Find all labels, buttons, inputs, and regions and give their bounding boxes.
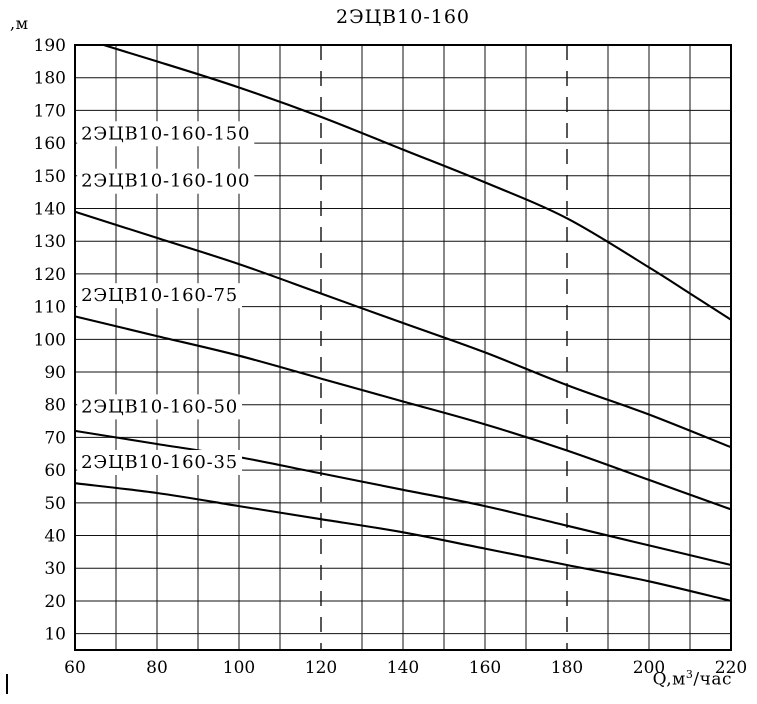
y-tick-label: 190 (34, 36, 66, 56)
y-tick-label: 170 (34, 101, 66, 121)
x-tick-label: 80 (146, 658, 168, 678)
curve-label: 2ЭЦВ10-160-100 (81, 171, 250, 192)
y-tick-label: 60 (44, 461, 66, 481)
y-tick-label: 40 (44, 527, 66, 547)
y-tick-label: 70 (44, 428, 66, 448)
y-tick-label: 130 (34, 232, 66, 252)
x-tick-label: 120 (305, 658, 337, 678)
x-tick-label: 220 (715, 658, 747, 678)
y-axis-unit-label: ,м (10, 14, 29, 33)
pump-curve-2ЭЦВ10-160-35 (73, 482, 733, 602)
x-tick-label: 180 (551, 658, 583, 678)
x-tick-label: 160 (469, 658, 501, 678)
plot-border (74, 44, 732, 651)
y-tick-label: 10 (44, 625, 66, 645)
curve-label: 2ЭЦВ10-160-75 (81, 285, 238, 306)
chart-title: 2ЭЦВ10-160 (335, 6, 471, 28)
curve-label: 2ЭЦВ10-160-35 (81, 452, 238, 473)
y-tick-label: 30 (44, 559, 66, 579)
curve-label-group: 2ЭЦВ10-160-75 (77, 283, 243, 309)
x-axis-label-suffix: /час (693, 669, 732, 690)
y-tick-label: 80 (44, 396, 66, 416)
curve-label-group: 2ЭЦВ10-160-100 (77, 168, 255, 194)
y-tick-label: 160 (34, 134, 66, 154)
pump-curve-2ЭЦВ10-160-150 (102, 43, 733, 321)
page-edge-mark (6, 674, 8, 694)
pump-curve-2ЭЦВ10-160-50 (73, 429, 733, 567)
y-tick-label: 120 (34, 265, 66, 285)
x-tick-label: 60 (64, 658, 86, 678)
curve-label-group: 2ЭЦВ10-160-150 (77, 121, 255, 147)
curve-label-bg (77, 394, 243, 420)
x-axis-label-prefix: Q,м (652, 669, 686, 690)
y-tick-label: 110 (34, 298, 66, 318)
x-tick-label: 100 (223, 658, 255, 678)
y-tick-label: 100 (34, 330, 66, 350)
x-tick-label: 200 (633, 658, 665, 678)
curve-label-bg (77, 168, 255, 194)
y-tick-label: 180 (34, 69, 66, 89)
x-axis-label-superscript: 3 (685, 668, 694, 681)
x-tick-label: 140 (387, 658, 419, 678)
pump-curve-2ЭЦВ10-160-75 (73, 315, 733, 511)
curve-label: 2ЭЦВ10-160-150 (81, 123, 250, 144)
y-tick-label: 150 (34, 167, 66, 187)
y-tick-label: 90 (44, 363, 66, 383)
curve-label-group: 2ЭЦВ10-160-35 (77, 449, 243, 475)
curve-label-bg (77, 449, 243, 475)
curve-label-group: 2ЭЦВ10-160-50 (77, 394, 243, 420)
curve-label-bg (77, 283, 243, 309)
y-tick-label: 20 (44, 592, 66, 612)
curve-label: 2ЭЦВ10-160-50 (81, 396, 238, 417)
pump-curve-2ЭЦВ10-160-100 (73, 210, 733, 449)
x-axis-label: Q,м3/час (560, 668, 732, 690)
curve-label-bg (77, 121, 255, 147)
y-tick-label: 140 (34, 200, 66, 220)
y-tick-label: 50 (44, 494, 66, 514)
